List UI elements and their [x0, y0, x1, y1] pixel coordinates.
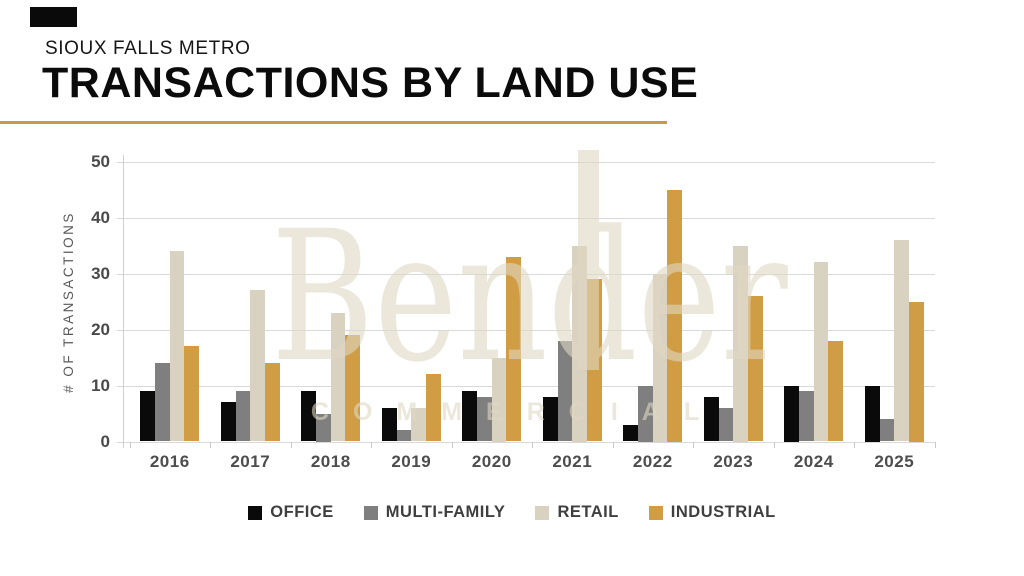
bar-industrial-2020: [506, 256, 522, 442]
legend-swatch: [248, 505, 263, 520]
bar-multi-family-2024: [799, 391, 814, 442]
bar-retail-2024: [813, 262, 829, 442]
bar-multi-family-2023: [718, 407, 734, 442]
bar-retail-2016: [169, 251, 185, 442]
x-axis-tick: [210, 442, 211, 448]
x-category-label: 2019: [391, 452, 432, 471]
bar-industrial-2021: [586, 279, 602, 442]
y-tick-label: 30: [91, 263, 110, 283]
x-category-label: 2023: [713, 452, 754, 471]
bar-retail-2020: [491, 357, 507, 442]
bar-industrial-2024: [828, 340, 844, 442]
bar-office-2017: [220, 402, 236, 442]
y-axis-label: # OF TRANSACTIONS: [61, 211, 76, 393]
y-tick-label: 20: [91, 319, 110, 339]
x-axis-tick: [612, 442, 614, 448]
legend-swatch: [535, 505, 550, 520]
corner-accent-block: [30, 7, 77, 27]
x-axis-tick: [773, 442, 775, 448]
bar-multi-family-2016: [155, 363, 170, 442]
bar-office-2025: [864, 385, 880, 442]
bar-industrial-2016: [184, 346, 200, 442]
x-axis-tick: [854, 442, 855, 448]
bar-industrial-2017: [264, 363, 280, 442]
bar-multi-family-2022: [638, 385, 653, 442]
x-category-label: 2018: [310, 452, 351, 471]
bar-office-2024: [784, 385, 800, 442]
bar-retail-2025: [894, 239, 909, 442]
bar-industrial-2023: [747, 295, 763, 442]
legend: OFFICE MULTI-FAMILY RETAIL INDUSTRIAL: [0, 503, 1024, 522]
bar-office-2022: [623, 424, 639, 442]
title-underline: [0, 121, 667, 124]
y-axis-line: [123, 155, 124, 448]
gridline: [117, 273, 935, 275]
bar-multi-family-2021: [557, 340, 573, 442]
x-axis-tick: [371, 442, 372, 448]
x-axis-tick: [532, 442, 533, 448]
legend-item-retail: RETAIL: [535, 503, 618, 522]
bar-industrial-2022: [667, 189, 683, 442]
x-category-label: 2020: [471, 452, 512, 471]
legend-label: INDUSTRIAL: [670, 503, 776, 521]
x-category-label: 2016: [149, 452, 190, 471]
bar-multi-family-2019: [396, 430, 412, 442]
x-category-label: 2025: [874, 452, 915, 471]
legend-label: OFFICE: [270, 503, 334, 521]
bar-retail-2021: [572, 245, 587, 442]
bar-office-2016: [140, 391, 156, 442]
bar-retail-2018: [330, 312, 346, 442]
x-axis-tick: [693, 442, 694, 448]
legend-label: MULTI-FAMILY: [385, 503, 506, 521]
legend-item-industrial: INDUSTRIAL: [648, 503, 776, 522]
y-tick-label: 10: [91, 375, 110, 395]
bar-industrial-2018: [345, 335, 361, 442]
bar-multi-family-2025: [879, 419, 895, 442]
legend-label: RETAIL: [557, 503, 619, 521]
x-axis-tick: [934, 442, 936, 448]
bar-office-2018: [301, 391, 317, 442]
y-tick-label: 0: [100, 431, 110, 451]
bar-office-2019: [381, 407, 397, 442]
gridline: [117, 385, 935, 387]
gridline: [117, 329, 935, 331]
x-category-label: 2017: [230, 452, 271, 471]
bar-multi-family-2020: [477, 396, 492, 442]
bar-industrial-2019: [425, 374, 441, 442]
bar-office-2021: [542, 396, 558, 442]
bar-retail-2023: [733, 245, 748, 442]
legend-swatch: [648, 505, 663, 520]
y-tick-label: 40: [91, 207, 110, 227]
bar-multi-family-2017: [235, 391, 251, 442]
x-axis-tick: [451, 442, 453, 448]
bar-retail-2022: [652, 273, 668, 442]
x-category-label: 2024: [793, 452, 834, 471]
bar-office-2020: [462, 391, 478, 442]
kicker: SIOUX FALLS METRO: [45, 38, 251, 59]
x-axis-tick: [129, 442, 131, 448]
gridline: [117, 217, 935, 219]
x-category-label: 2021: [552, 452, 593, 471]
x-axis-tick: [290, 442, 292, 448]
x-category-label: 2022: [632, 452, 673, 471]
bar-retail-2017: [250, 290, 265, 442]
legend-item-office: OFFICE: [248, 503, 334, 522]
bar-industrial-2025: [908, 301, 924, 442]
bar-retail-2019: [411, 407, 426, 442]
bar-office-2023: [703, 396, 719, 442]
y-tick-label: 50: [91, 151, 110, 171]
gridline: [117, 441, 935, 443]
gridline: [117, 161, 935, 163]
legend-item-multi-family: MULTI-FAMILY: [363, 503, 506, 522]
legend-swatch: [363, 505, 378, 520]
page-title: TRANSACTIONS BY LAND USE: [42, 59, 699, 107]
bar-multi-family-2018: [316, 413, 331, 442]
